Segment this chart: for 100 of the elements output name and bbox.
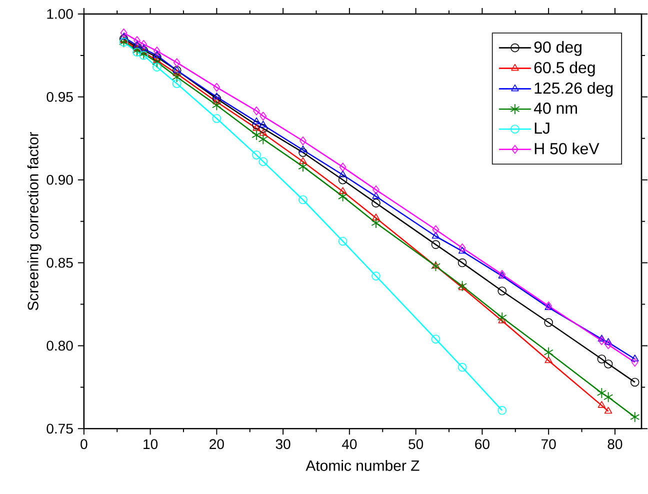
point xyxy=(173,58,180,68)
y-tick-label: 0.75 xyxy=(46,424,73,434)
point xyxy=(458,244,466,252)
point xyxy=(259,129,268,136)
x-tick-label: 40 xyxy=(342,439,357,450)
point xyxy=(458,363,467,372)
point xyxy=(372,214,380,221)
point xyxy=(259,120,268,128)
point xyxy=(432,225,440,234)
point xyxy=(252,118,260,124)
point xyxy=(497,312,507,324)
point xyxy=(172,72,182,83)
point xyxy=(138,48,148,60)
point xyxy=(544,318,553,328)
point xyxy=(120,28,128,38)
point xyxy=(212,114,222,124)
point xyxy=(372,198,380,208)
point xyxy=(212,94,222,104)
point xyxy=(498,286,507,296)
point xyxy=(458,283,466,290)
point xyxy=(173,69,181,76)
point xyxy=(134,36,140,46)
legend-label: LJ xyxy=(534,122,550,134)
point xyxy=(298,161,308,172)
point xyxy=(300,136,306,146)
point xyxy=(139,51,148,60)
point xyxy=(432,232,440,239)
point xyxy=(604,338,612,345)
y-tick-label: 0.85 xyxy=(46,258,73,268)
point xyxy=(458,258,467,268)
x-axis-title: Atomic number Z xyxy=(306,460,420,472)
point xyxy=(133,41,141,48)
point xyxy=(260,112,267,121)
point xyxy=(631,358,638,367)
y-tick-label: 1.00 xyxy=(47,9,73,20)
point xyxy=(338,176,348,184)
point xyxy=(338,191,348,202)
point xyxy=(153,56,161,64)
y-axis-title: Screening correction factor xyxy=(27,132,42,310)
point xyxy=(604,340,612,350)
point xyxy=(372,272,380,281)
point xyxy=(431,334,440,344)
y-tick-label: 0.95 xyxy=(46,92,73,102)
y-tick-label: 0.80 xyxy=(46,340,73,351)
point xyxy=(258,134,268,145)
x-tick-label: 80 xyxy=(608,439,622,450)
point xyxy=(597,354,606,364)
point xyxy=(298,148,308,158)
point xyxy=(544,356,552,364)
point xyxy=(371,218,381,229)
point xyxy=(432,262,440,269)
y-tick-label: 0.90 xyxy=(46,175,73,185)
point xyxy=(252,124,260,132)
point xyxy=(253,106,260,116)
point xyxy=(212,98,221,104)
point xyxy=(153,51,161,58)
x-tick-label: 60 xyxy=(475,439,490,450)
point xyxy=(258,124,268,134)
x-tick-label: 10 xyxy=(144,439,158,450)
legend-label: 40 nm xyxy=(534,102,577,114)
point xyxy=(212,92,221,100)
point xyxy=(430,260,441,272)
point xyxy=(154,46,160,56)
point xyxy=(152,56,162,68)
point xyxy=(299,146,307,153)
point xyxy=(630,378,640,387)
x-tick-label: 50 xyxy=(408,439,424,450)
point xyxy=(152,52,162,62)
point xyxy=(339,162,346,172)
point xyxy=(604,407,612,414)
point xyxy=(132,45,142,56)
point xyxy=(372,192,380,200)
legend-label: 60.5 deg xyxy=(534,62,595,77)
point xyxy=(596,388,606,399)
point xyxy=(213,83,220,92)
point xyxy=(258,157,268,166)
point xyxy=(252,150,261,160)
x-tick-label: 70 xyxy=(542,439,556,450)
point xyxy=(252,130,262,141)
point xyxy=(140,44,148,52)
point xyxy=(458,280,468,292)
point xyxy=(252,120,261,130)
point xyxy=(598,334,606,342)
point xyxy=(172,79,182,88)
point xyxy=(298,196,308,204)
point xyxy=(544,347,554,358)
point xyxy=(152,62,162,72)
point xyxy=(630,412,640,423)
point xyxy=(132,48,142,57)
point xyxy=(372,186,380,194)
x-tick-label: 0 xyxy=(80,439,88,450)
point xyxy=(140,40,148,49)
point xyxy=(598,336,606,346)
point xyxy=(338,187,347,194)
point xyxy=(458,246,466,254)
point xyxy=(299,157,307,164)
point xyxy=(338,237,348,246)
point xyxy=(338,170,347,178)
point xyxy=(631,354,639,362)
point xyxy=(212,100,222,111)
